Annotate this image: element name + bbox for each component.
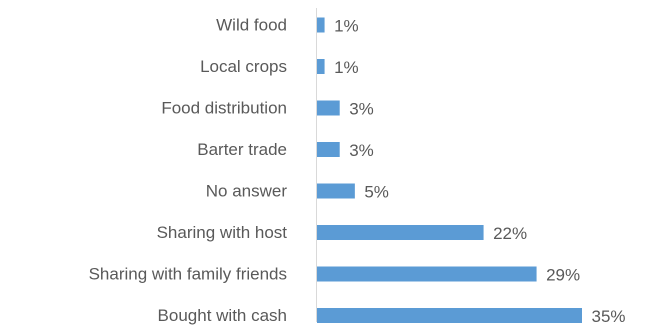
category-labels: Wild food Local crops Food distribution Bar…: [89, 16, 288, 326]
bar-local-crops: [317, 59, 325, 74]
value-label-local-crops: 1%: [334, 58, 359, 77]
bar-sharing-with-host: [317, 225, 484, 240]
category-label-local-crops: Local crops: [200, 57, 287, 76]
value-label-sharing-with-host: 22%: [493, 224, 527, 243]
category-label-sharing-with-host: Sharing with host: [157, 223, 288, 242]
category-label-no-answer: No answer: [206, 182, 288, 201]
category-label-sharing-with-family-friends: Sharing with family friends: [89, 265, 287, 284]
value-label-food-distribution: 3%: [349, 100, 374, 119]
value-label-barter-trade: 3%: [349, 141, 374, 160]
bar-sharing-with-family-friends: [317, 266, 537, 282]
bars: [317, 17, 582, 323]
bar-wild-food: [317, 17, 325, 33]
value-label-wild-food: 1%: [334, 17, 359, 36]
category-label-wild-food: Wild food: [216, 16, 287, 35]
bar-food-distribution: [317, 100, 340, 116]
bar-barter-trade: [317, 142, 340, 157]
category-label-barter-trade: Barter trade: [197, 140, 287, 159]
category-label-food-distribution: Food distribution: [161, 99, 287, 118]
value-label-no-answer: 5%: [364, 183, 389, 202]
bar-bought-with-cash: [317, 308, 582, 323]
value-label-sharing-with-family-friends: 29%: [546, 266, 580, 285]
value-labels: 1% 1% 3% 3% 5% 22% 29% 35%: [334, 17, 625, 327]
bar-no-answer: [317, 183, 355, 199]
category-label-bought-with-cash: Bought with cash: [158, 306, 287, 325]
value-label-bought-with-cash: 35%: [592, 307, 626, 326]
